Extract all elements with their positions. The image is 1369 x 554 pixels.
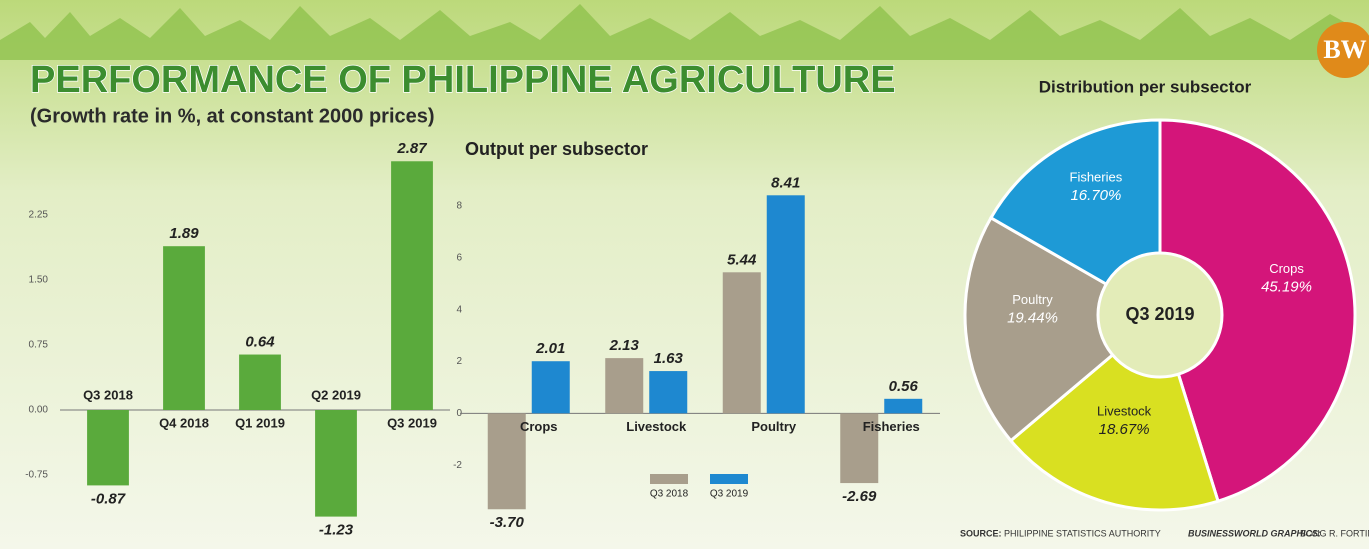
page: BW PERFORMANCE OF PHILIPPINE AGRICULTURE… xyxy=(0,0,1369,554)
bar xyxy=(391,161,433,410)
chart-title: Distribution per subsector xyxy=(1039,77,1252,96)
source-label: SOURCE: xyxy=(960,528,1002,538)
y-tick-label: 4 xyxy=(456,304,462,315)
legend-label: Q3 2019 xyxy=(710,489,749,500)
value-label: -3.70 xyxy=(490,514,525,531)
value-label: 2.87 xyxy=(396,140,427,157)
value-label: 8.41 xyxy=(771,174,800,191)
value-label: 1.89 xyxy=(169,225,199,242)
bar xyxy=(884,399,922,414)
bar xyxy=(315,410,357,517)
slice-label: Poultry xyxy=(1012,292,1053,307)
x-tick-label: Q4 2018 xyxy=(159,415,209,430)
infographic: BW PERFORMANCE OF PHILIPPINE AGRICULTURE… xyxy=(0,0,1369,549)
value-label: 2.01 xyxy=(535,340,565,357)
value-label: 2.13 xyxy=(609,337,640,354)
credit: BONG R. FORTIN xyxy=(1300,528,1369,538)
y-tick-label: 8 xyxy=(456,201,462,212)
x-tick-label: Q2 2019 xyxy=(311,387,361,402)
legend-swatch xyxy=(710,474,748,484)
slice-label: Livestock xyxy=(1097,403,1152,418)
value-label: -0.87 xyxy=(91,490,126,507)
y-tick-label: 2 xyxy=(456,356,462,367)
page-title: PERFORMANCE OF PHILIPPINE AGRICULTURE xyxy=(30,59,896,101)
logo: BW xyxy=(1323,35,1366,64)
slice-value: 19.44% xyxy=(1007,309,1058,326)
bar xyxy=(532,361,570,413)
bar xyxy=(649,371,687,413)
y-tick-label: 2.25 xyxy=(29,210,49,221)
chart-title: Output per subsector xyxy=(465,139,648,159)
bar xyxy=(239,355,281,410)
x-tick-label: Q3 2018 xyxy=(83,387,133,402)
bar xyxy=(163,246,205,410)
bar xyxy=(767,195,805,413)
value-label: 1.63 xyxy=(654,350,684,367)
x-tick-label: Crops xyxy=(520,419,558,434)
bar xyxy=(605,358,643,413)
slice-value: 45.19% xyxy=(1261,279,1312,296)
y-tick-label: 0.00 xyxy=(29,405,49,416)
value-label: 5.44 xyxy=(727,251,757,268)
y-tick-label: 0.75 xyxy=(29,340,49,351)
page-subtitle: (Growth rate in %, at constant 2000 pric… xyxy=(30,105,435,127)
bar xyxy=(723,272,761,413)
slice-label: Fisheries xyxy=(1070,170,1123,185)
y-tick-label: 6 xyxy=(456,252,462,263)
value-label: -1.23 xyxy=(319,522,354,539)
x-tick-label: Livestock xyxy=(626,419,687,434)
x-tick-label: Q1 2019 xyxy=(235,415,285,430)
y-tick-label: 1.50 xyxy=(29,275,49,286)
slice-label: Crops xyxy=(1269,261,1304,276)
x-tick-label: Poultry xyxy=(751,419,797,434)
source: PHILIPPINE STATISTICS AUTHORITY xyxy=(1004,528,1161,538)
y-tick-label: -2 xyxy=(453,460,462,471)
slice-value: 18.67% xyxy=(1099,421,1150,438)
value-label: 0.56 xyxy=(889,378,919,395)
slice-value: 16.70% xyxy=(1070,187,1121,204)
value-label: 0.64 xyxy=(245,334,275,351)
bar xyxy=(87,410,129,485)
value-label: -2.69 xyxy=(842,488,877,505)
x-tick-label: Q3 2019 xyxy=(387,415,437,430)
center-label: Q3 2019 xyxy=(1125,304,1194,324)
x-tick-label: Fisheries xyxy=(863,419,920,434)
legend-label: Q3 2018 xyxy=(650,489,689,500)
y-tick-label: -0.75 xyxy=(25,470,48,481)
legend-swatch xyxy=(650,474,688,484)
